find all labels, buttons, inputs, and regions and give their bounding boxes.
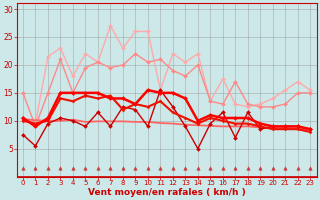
X-axis label: Vent moyen/en rafales ( km/h ): Vent moyen/en rafales ( km/h )	[88, 188, 245, 197]
